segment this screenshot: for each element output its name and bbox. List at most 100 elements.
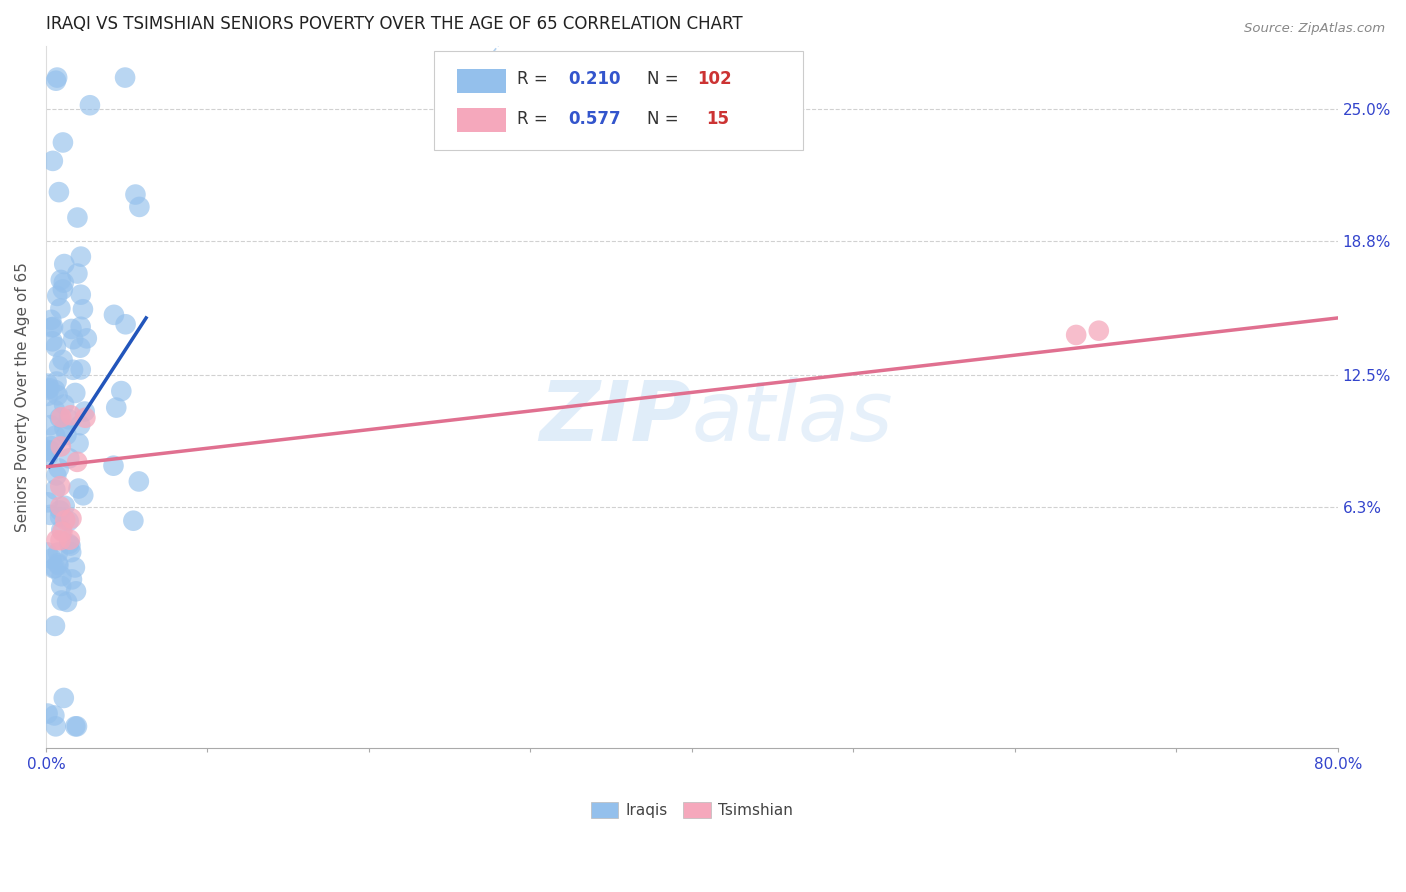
Point <box>67 482 90 496</box>
Text: N =: N = <box>647 70 683 88</box>
Point <box>37 376 59 391</box>
Legend: Iraqis, Tsimshian: Iraqis, Tsimshian <box>585 796 800 824</box>
Point <box>46 388 69 402</box>
Point <box>41 334 63 349</box>
Point <box>42 561 65 575</box>
Point <box>75 410 97 425</box>
Text: 15: 15 <box>706 110 730 128</box>
Text: R =: R = <box>517 70 554 88</box>
Point <box>49 479 72 493</box>
Point <box>53 257 76 271</box>
Point <box>69 319 91 334</box>
Point <box>48 461 70 475</box>
Point <box>49 503 72 517</box>
Point <box>65 584 87 599</box>
FancyBboxPatch shape <box>457 108 506 132</box>
Point <box>65 386 87 401</box>
Text: Source: ZipAtlas.com: Source: ZipAtlas.com <box>1244 22 1385 36</box>
Point <box>44 619 66 633</box>
Point <box>67 436 90 450</box>
Text: atlas: atlas <box>692 377 893 458</box>
Point <box>46 557 69 571</box>
Point <box>45 719 67 733</box>
Y-axis label: Seniors Poverty Over the Age of 65: Seniors Poverty Over the Age of 65 <box>15 261 30 532</box>
FancyBboxPatch shape <box>457 69 506 93</box>
Point <box>51 569 73 583</box>
Point <box>58 451 80 466</box>
Point <box>49 509 72 524</box>
Point <box>124 187 146 202</box>
Point <box>63 560 86 574</box>
Point <box>49 273 72 287</box>
Point <box>55 428 77 442</box>
Point <box>38 448 60 462</box>
Point <box>48 558 70 573</box>
Point <box>39 443 62 458</box>
Point <box>58 514 80 528</box>
Point <box>45 375 67 389</box>
Point <box>42 153 65 168</box>
Point <box>110 384 132 398</box>
Point <box>53 499 76 513</box>
Point <box>65 719 87 733</box>
Point <box>51 410 73 425</box>
Point <box>66 211 89 225</box>
Point <box>70 250 93 264</box>
Point <box>37 495 59 509</box>
Point <box>44 561 66 575</box>
Point <box>42 320 65 334</box>
Point <box>52 136 75 150</box>
Point <box>114 70 136 85</box>
Point <box>58 412 80 426</box>
Text: R =: R = <box>517 110 554 128</box>
Text: 0.577: 0.577 <box>568 110 620 128</box>
Point <box>60 511 83 525</box>
FancyBboxPatch shape <box>433 51 803 150</box>
Point <box>39 508 62 522</box>
Point <box>46 545 69 559</box>
Point <box>37 545 59 559</box>
Point <box>44 483 66 497</box>
Point <box>60 545 83 559</box>
Point <box>48 185 70 199</box>
Point <box>66 267 89 281</box>
Point <box>37 389 59 403</box>
Text: ZIP: ZIP <box>540 377 692 458</box>
Point <box>69 418 91 433</box>
Point <box>51 523 73 537</box>
Point <box>56 595 79 609</box>
Point <box>52 690 75 705</box>
Point <box>46 289 69 303</box>
Point <box>38 381 60 395</box>
Point <box>45 340 67 354</box>
Point <box>66 455 89 469</box>
Point <box>58 537 80 551</box>
Point <box>37 383 59 397</box>
Point <box>66 719 89 733</box>
Point <box>53 421 76 435</box>
Point <box>69 287 91 301</box>
Point <box>39 313 62 327</box>
Point <box>52 276 75 290</box>
Text: 102: 102 <box>697 70 731 88</box>
Point <box>62 363 84 377</box>
Point <box>122 514 145 528</box>
Point <box>128 200 150 214</box>
Point <box>1087 324 1109 338</box>
Point <box>52 282 75 296</box>
Point <box>37 706 59 721</box>
Point <box>60 573 83 587</box>
Text: N =: N = <box>647 110 683 128</box>
Point <box>73 404 96 418</box>
Point <box>59 533 82 547</box>
Point <box>49 440 72 454</box>
Text: IRAQI VS TSIMSHIAN SENIORS POVERTY OVER THE AGE OF 65 CORRELATION CHART: IRAQI VS TSIMSHIAN SENIORS POVERTY OVER … <box>46 15 742 33</box>
Point <box>41 320 63 334</box>
Point <box>128 475 150 489</box>
Point <box>103 308 125 322</box>
Point <box>72 488 94 502</box>
Point <box>41 439 63 453</box>
Point <box>39 418 62 433</box>
Point <box>114 318 136 332</box>
Point <box>45 533 67 547</box>
